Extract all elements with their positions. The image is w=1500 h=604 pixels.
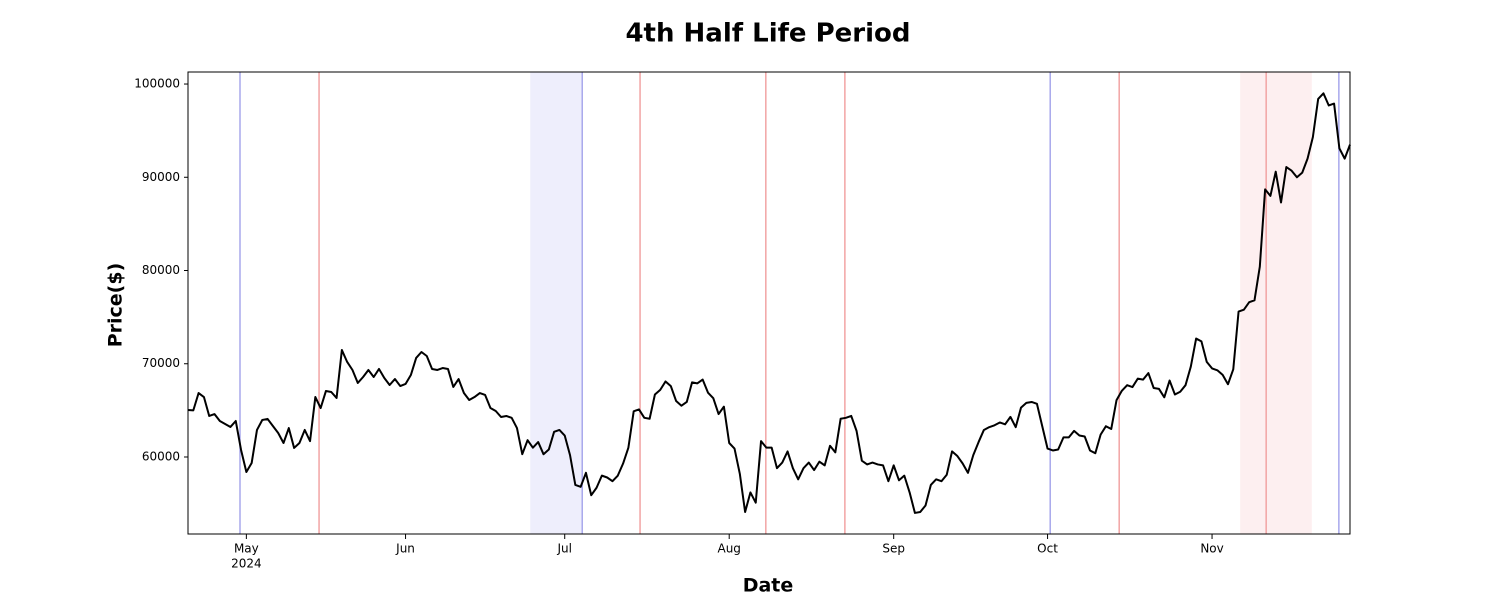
y-tick-label: 70000 (142, 356, 180, 370)
chart-title: 4th Half Life Period (625, 19, 910, 49)
x-tick-label: Aug (717, 542, 740, 556)
x-tick-sublabel: 2024 (231, 557, 262, 571)
x-tick-label: Nov (1200, 542, 1223, 556)
x-tick-label: Oct (1037, 542, 1058, 556)
y-tick-label: 80000 (142, 263, 180, 277)
price-line (187, 92, 1351, 514)
x-tick-label: May (234, 542, 259, 556)
shaded-span (530, 72, 583, 534)
x-axis-label: Date (743, 575, 794, 597)
y-tick-label: 100000 (134, 77, 180, 91)
y-tick-label: 90000 (142, 170, 180, 184)
y-axis-label: Price($) (105, 263, 127, 348)
y-tick-label: 60000 (142, 449, 180, 463)
shaded-span (1240, 72, 1312, 534)
x-tick-label: Jul (556, 542, 571, 556)
plot-frame (187, 71, 1351, 535)
x-tick-label: Jun (395, 542, 415, 556)
x-tick-label: Sep (882, 542, 905, 556)
